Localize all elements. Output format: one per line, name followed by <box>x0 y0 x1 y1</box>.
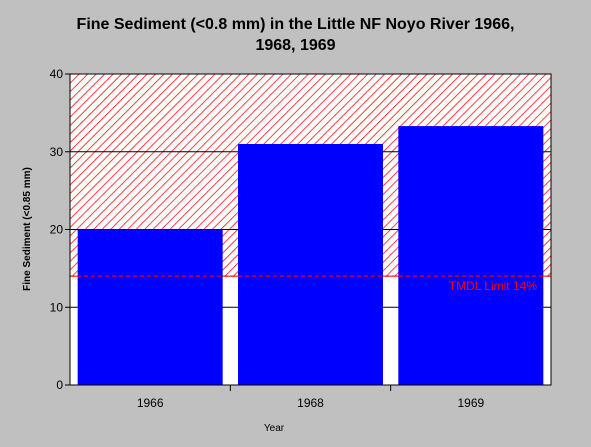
y-axis-label: Fine Sediment (<0.85 mm) <box>22 167 33 291</box>
plot-frame <box>69 73 552 386</box>
bar <box>77 229 223 385</box>
bar <box>398 126 544 385</box>
y-tick-label: 30 <box>50 145 64 159</box>
chart-title-line-2: 1968, 1969 <box>255 37 336 54</box>
x-tick-label: 1966 <box>137 396 164 410</box>
y-tick-label: 0 <box>56 378 63 392</box>
x-tick-label: 1969 <box>457 396 484 410</box>
y-tick-label: 10 <box>50 300 64 314</box>
chart-title-line-1: Fine Sediment (<0.8 mm) in the Little NF… <box>76 16 515 33</box>
x-tick-label: 1968 <box>297 396 324 410</box>
bar <box>238 143 383 385</box>
chart-title: Fine Sediment (<0.8 mm) in the Little NF… <box>0 14 591 56</box>
x-axis-label: Year <box>264 423 285 434</box>
y-tick-label: 40 <box>50 67 64 81</box>
threshold-label: TMDL Limit 14% <box>449 279 538 293</box>
y-tick-label: 20 <box>50 223 64 237</box>
